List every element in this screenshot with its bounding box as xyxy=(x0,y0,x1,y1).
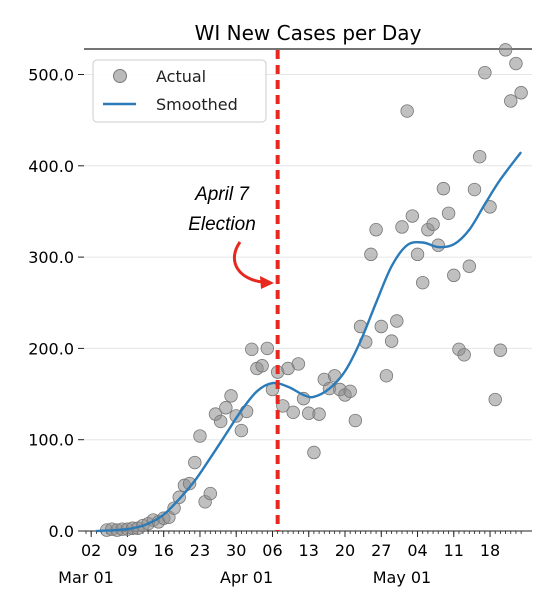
data-point xyxy=(390,314,404,328)
x-tick-label: 16 xyxy=(154,541,174,560)
y-axis-ticks: 0.0 100.0 200.0 300.0 400.0 500.0 xyxy=(28,66,84,541)
x-tick-label: 18 xyxy=(480,541,500,560)
data-point xyxy=(478,65,492,80)
x-tick-label: 20 xyxy=(335,541,355,560)
legend-actual-marker xyxy=(113,69,127,83)
x-tick-label: 06 xyxy=(262,541,282,560)
data-point xyxy=(193,429,207,443)
legend: Actual Smoothed xyxy=(92,59,267,123)
data-point xyxy=(504,94,518,108)
data-point xyxy=(219,401,233,415)
chart-title: WI New Cases per Day xyxy=(195,21,422,45)
y-tick-label: 100.0 xyxy=(28,431,74,450)
legend-box xyxy=(92,59,267,123)
x-month-label: May 01 xyxy=(373,568,432,587)
data-point xyxy=(245,342,259,357)
data-point xyxy=(395,220,409,234)
data-point xyxy=(260,341,275,356)
x-tick-label: 09 xyxy=(117,541,137,560)
data-point xyxy=(182,476,197,491)
data-point xyxy=(498,43,513,57)
x-tick-label: 04 xyxy=(407,541,427,560)
legend-smoothed-label: Smoothed xyxy=(156,95,238,114)
data-point xyxy=(307,445,321,460)
y-tick-label: 200.0 xyxy=(28,339,74,358)
annotation-arrowhead xyxy=(260,276,274,289)
data-point xyxy=(343,384,357,399)
data-point xyxy=(224,389,238,403)
x-tick-label: 13 xyxy=(299,541,319,560)
x-month-label: Mar 01 xyxy=(58,568,114,587)
x-tick-label: 11 xyxy=(444,541,464,560)
data-point xyxy=(291,357,306,371)
data-point xyxy=(509,56,523,71)
data-point xyxy=(364,247,378,262)
annotation-arrow xyxy=(233,241,264,284)
data-point xyxy=(234,423,249,438)
data-point xyxy=(188,455,202,470)
data-point xyxy=(441,206,456,220)
x-month-label: Apr 01 xyxy=(220,568,273,587)
legend-actual-label: Actual xyxy=(156,67,206,86)
data-point xyxy=(384,334,399,348)
x-tick-label: 27 xyxy=(371,541,391,560)
annotation-line-1: April 7 xyxy=(194,184,250,205)
data-point xyxy=(472,149,487,164)
y-tick-label: 300.0 xyxy=(28,248,74,267)
x-tick-label: 30 xyxy=(226,541,246,560)
data-point xyxy=(493,343,508,357)
data-point xyxy=(286,405,300,420)
smoothed-series-line xyxy=(96,151,523,533)
data-point xyxy=(276,399,290,413)
data-point xyxy=(213,414,228,429)
annotation-line-2: Election xyxy=(188,214,256,235)
x-tick-label: 23 xyxy=(190,541,210,560)
data-point xyxy=(462,259,477,273)
data-point xyxy=(457,348,471,362)
data-point xyxy=(410,247,425,262)
data-point xyxy=(436,181,451,196)
data-point xyxy=(447,268,461,283)
annotation: April 7 Election xyxy=(188,184,274,289)
data-point xyxy=(312,407,326,421)
data-point xyxy=(514,86,528,100)
data-point xyxy=(374,319,388,334)
data-point xyxy=(369,223,383,237)
y-tick-label: 0.0 xyxy=(49,522,74,541)
data-point xyxy=(467,182,482,197)
data-point xyxy=(167,501,181,515)
data-point xyxy=(255,359,269,373)
data-point xyxy=(400,104,414,118)
data-point xyxy=(379,369,394,383)
data-point xyxy=(203,486,218,501)
data-point xyxy=(416,275,430,290)
y-tick-label: 500.0 xyxy=(28,66,74,85)
grid-lines xyxy=(84,74,532,441)
x-tick-label: 02 xyxy=(81,541,101,560)
data-point xyxy=(348,413,363,428)
data-point xyxy=(426,217,440,231)
y-tick-label: 400.0 xyxy=(28,157,74,176)
x-axis-ticks: 02 09 16 23 30 06 13 20 27 04 11 18 Mar 01 Apr 01 May … xyxy=(58,531,522,587)
data-point xyxy=(405,209,420,223)
data-point xyxy=(488,392,502,407)
